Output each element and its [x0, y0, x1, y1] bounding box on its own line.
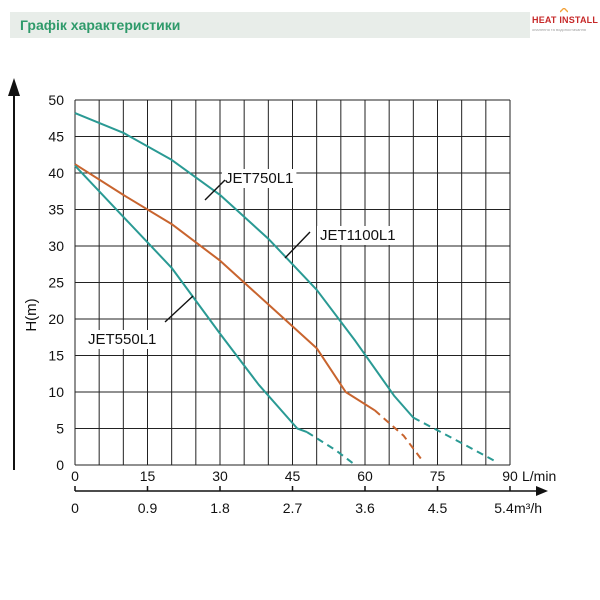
logo-subtitle: опалення та водопостачання [532, 27, 586, 32]
secondary-x-tick-label: 5.4 [494, 500, 514, 516]
chart-grid [74, 99, 511, 466]
series-label-background [222, 169, 297, 188]
y-tick-label: 25 [48, 275, 64, 291]
secondary-x-axis-arrow-icon [536, 486, 548, 496]
y-axis-arrow-icon [8, 78, 20, 96]
chart-labels: 0 5 10 15 20 25 30 35 40 45 50 0 15 30 45 60 75 90 L/min 0 0… [23, 92, 556, 516]
secondary-x-tick-label: 0 [71, 500, 79, 516]
y-tick-label: 15 [48, 348, 64, 364]
logo-text: HEAT INSTALL [532, 15, 599, 25]
series-curve-solid [74, 163, 376, 412]
series-label-leader-line [164, 295, 194, 323]
secondary-x-tick-label: 3.6 [355, 500, 375, 516]
header-bar [10, 12, 530, 38]
series-curve-dashed [412, 416, 496, 463]
series-label: JET550L1 [88, 331, 156, 348]
y-tick-label: 45 [48, 129, 64, 145]
secondary-x-axis-unit-label: m³/h [514, 500, 542, 516]
x-tick-label: 45 [285, 468, 301, 484]
y-tick-label: 0 [56, 457, 64, 473]
secondary-x-tick-label: 2.7 [283, 500, 303, 516]
chart-axes [8, 78, 548, 496]
x-tick-label: 30 [212, 468, 228, 484]
series-curve-dashed [306, 431, 356, 466]
x-tick-label: 0 [71, 468, 79, 484]
x-tick-label: 15 [140, 468, 156, 484]
chart-series [74, 112, 496, 466]
y-axis-title: H(m) [23, 298, 40, 331]
y-tick-label: 10 [48, 384, 64, 400]
y-tick-label: 30 [48, 238, 64, 254]
series-label-background [85, 330, 160, 349]
x-tick-label: 75 [430, 468, 446, 484]
series-label-leader-line [284, 231, 311, 259]
series-curve-dashed [374, 409, 424, 463]
y-tick-label: 40 [48, 165, 64, 181]
series-label-background [317, 226, 399, 245]
page-title: Графік характеристики [20, 17, 181, 33]
x-tick-label: 90 [502, 468, 518, 484]
y-tick-label: 50 [48, 92, 64, 108]
y-tick-label: 20 [48, 311, 64, 327]
series-curve-solid [74, 112, 415, 419]
secondary-x-tick-label: 4.5 [428, 500, 448, 516]
secondary-x-tick-label: 0.9 [138, 500, 158, 516]
series-label: JET750L1 [225, 170, 293, 187]
series-label: JET1100L1 [320, 227, 396, 244]
secondary-x-tick-label: 1.8 [210, 500, 230, 516]
y-tick-label: 5 [56, 421, 64, 437]
chart-header: Графік характеристики HEAT INSTALL опале… [0, 8, 600, 40]
series-curve-solid [74, 165, 308, 434]
y-tick-label: 35 [48, 202, 64, 218]
series-label-leader-line [204, 179, 226, 201]
brand-logo: HEAT INSTALL опалення та водопостачання [530, 8, 600, 38]
x-tick-label: 60 [357, 468, 373, 484]
x-axis-unit-label: L/min [522, 468, 556, 484]
house-icon [560, 8, 568, 13]
